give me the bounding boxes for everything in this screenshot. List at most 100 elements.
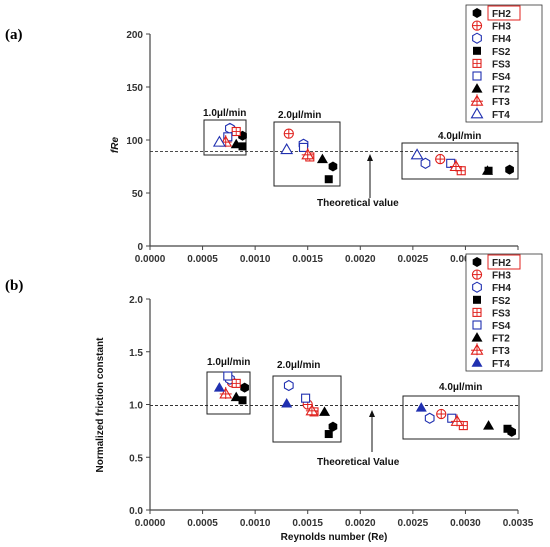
panel-a-point-fh4 <box>420 157 431 169</box>
panel-a-legend-label-ft2: FT2 <box>492 85 510 96</box>
panel-a-point-fs2 <box>238 142 247 151</box>
panel-b-legend-label-fh4: FH4 <box>492 283 511 294</box>
panel-a-y-axis-title: fRe <box>110 137 121 154</box>
panel-a-legend-marker-fs2 <box>473 46 481 55</box>
panel-a-point-ft2 <box>482 165 494 175</box>
panel-a-legend-label-fh2: FH2 <box>492 9 511 20</box>
panel-b-legend-marker-fh4 <box>472 281 482 293</box>
panel-b-legend-marker-ft2 <box>471 332 483 342</box>
panel-b-x-tick-label: 0.0015 <box>292 518 323 529</box>
panel-b-legend-label-fs3: FS3 <box>492 308 511 319</box>
panel-a-legend-marker-fh3 <box>471 20 483 31</box>
panel-a-group-box-3 <box>401 142 519 180</box>
panel-b-y-tick-label: 2.0 <box>129 295 143 306</box>
panel-a-legend-marker-ft2 <box>471 83 483 93</box>
panel-b-point-fh2 <box>328 421 338 432</box>
panel-a-label: (a) <box>5 27 23 43</box>
panel-b-point-ft4 <box>213 382 225 392</box>
panel-b-group-box-2 <box>272 375 342 443</box>
panel-a-point-fs2 <box>324 175 333 184</box>
panel-b-legend-label-fs2: FS2 <box>492 296 511 307</box>
panel-b-box-label-2: 2.0μl/min <box>277 360 320 371</box>
panel-b-point-fs4 <box>223 371 233 381</box>
panel-b-point-fh3 <box>436 408 447 420</box>
panel-a-x-tick-label: 0.0005 <box>187 254 218 265</box>
panel-b-legend-marker-fs3 <box>472 307 482 317</box>
panel-b-y-tick-label: 0.0 <box>129 506 143 517</box>
panel-b-box-label-1: 1.0μl/min <box>207 357 250 368</box>
panel-a-legend-marker-ft4 <box>470 107 484 119</box>
panel-a-y-tick-label: 200 <box>126 30 143 41</box>
panel-a-point-ft4 <box>410 148 424 160</box>
panel-b-point-ft4 <box>281 397 293 408</box>
panel-a-x-tick-label: 0.0020 <box>345 254 376 265</box>
panel-a-legend-label-fs4: FS4 <box>492 72 511 83</box>
panel-b-x-tick-label: 0.0030 <box>450 518 481 529</box>
panel-a-legend-marker-fs3 <box>472 58 482 68</box>
panel-a-point-ft4 <box>280 142 294 155</box>
panel-a-legend-label-fh4: FH4 <box>492 34 511 45</box>
panel-b-point-ft2 <box>483 420 495 430</box>
panel-b-box-label-3: 4.0μl/min <box>439 382 482 393</box>
panel-a-legend-label-fs2: FS2 <box>492 47 511 58</box>
panel-b-point-fs4 <box>301 393 311 403</box>
panel-a-legend-marker-fh2 <box>472 8 482 18</box>
panel-b: (b) Normalized friction constant Reynold… <box>5 253 543 543</box>
panel-a-group-box-2 <box>273 121 341 187</box>
panel-b-x-tick-label: 0.0005 <box>187 518 218 529</box>
panel-a-legend-marker-ft3 <box>470 94 484 107</box>
panel-b-point-fs2 <box>238 396 247 405</box>
panel-b-legend-marker-ft3 <box>470 343 484 356</box>
panel-b-point-fs2 <box>324 430 333 439</box>
panel-a-point-ft4 <box>212 135 226 147</box>
panel-b-legend-label-ft2: FT2 <box>492 334 510 345</box>
panel-a-point-ft3 <box>301 147 315 160</box>
panel-b-point-fh4 <box>424 412 435 424</box>
panel-b-legend-marker-fs4 <box>472 320 482 330</box>
panel-a-legend-marker-fh4 <box>472 32 482 44</box>
panel-b-x-tick-label: 0.0025 <box>398 518 429 529</box>
panel-a-x-tick-label: 0.0015 <box>292 254 323 265</box>
panel-a-annotation-arrowhead <box>367 154 373 161</box>
panel-a-point-fs3 <box>231 126 241 137</box>
panel-b-x-tick-label: 0.0020 <box>345 518 376 529</box>
panel-a-x-tick-label: 0.0025 <box>398 254 429 265</box>
panel-a-point-ft2 <box>230 138 242 149</box>
panel-b-legend-marker-fh2 <box>472 257 482 267</box>
panel-b-point-ft3 <box>219 386 233 399</box>
panel-b-x-tick-label: 0.0000 <box>135 518 166 529</box>
panel-b-annotation: Theoretical Value <box>317 457 400 468</box>
panel-a-legend-label-fs3: FS3 <box>492 59 511 70</box>
panel-a-point-ft3 <box>449 159 463 172</box>
panel-a-y-tick-label: 50 <box>132 189 144 200</box>
panel-b-point-fs3 <box>231 378 241 388</box>
panel-b-point-ft2 <box>230 391 242 402</box>
panel-b-point-ft3 <box>305 403 319 416</box>
panel-a-y-tick-label: 100 <box>126 136 143 147</box>
panel-a-box-label-1: 1.0μl/min <box>203 108 246 119</box>
panel-a-point-fh2 <box>505 164 514 175</box>
panel-b-y-tick-label: 0.5 <box>129 453 143 464</box>
panel-b-legend-label-fs4: FS4 <box>492 321 511 332</box>
panel-b-point-fs2 <box>503 424 512 433</box>
panel-a-box-label-3: 4.0μl/min <box>438 131 481 142</box>
panel-b-legend-label-ft4: FT4 <box>492 359 510 370</box>
panel-a-point-fh3 <box>283 128 294 139</box>
panel-a-box-label-2: 2.0μl/min <box>278 110 321 121</box>
panel-a-x-tick-label: 0.0010 <box>240 254 271 265</box>
panel-b-point-fh4 <box>283 379 294 392</box>
panel-b-legend-label-fh2: FH2 <box>492 258 511 269</box>
panel-b-legend-marker-ft4 <box>471 357 483 367</box>
panel-a-y-tick-label: 0 <box>137 242 143 253</box>
panel-b-legend-label-fh3: FH3 <box>492 271 511 282</box>
panel-b-point-ft4 <box>415 402 427 412</box>
panel-b-y-axis-title: Normalized friction constant <box>95 337 106 473</box>
panel-a-legend-label-ft4: FT4 <box>492 110 510 121</box>
panel-a-legend-label-fh3: FH3 <box>492 22 511 33</box>
panel-a-point-fs4 <box>298 142 309 152</box>
panel-a-legend-marker-fs4 <box>472 71 482 81</box>
panel-b-y-tick-label: 1.5 <box>129 348 143 359</box>
panel-b-legend-marker-fh3 <box>471 269 483 280</box>
